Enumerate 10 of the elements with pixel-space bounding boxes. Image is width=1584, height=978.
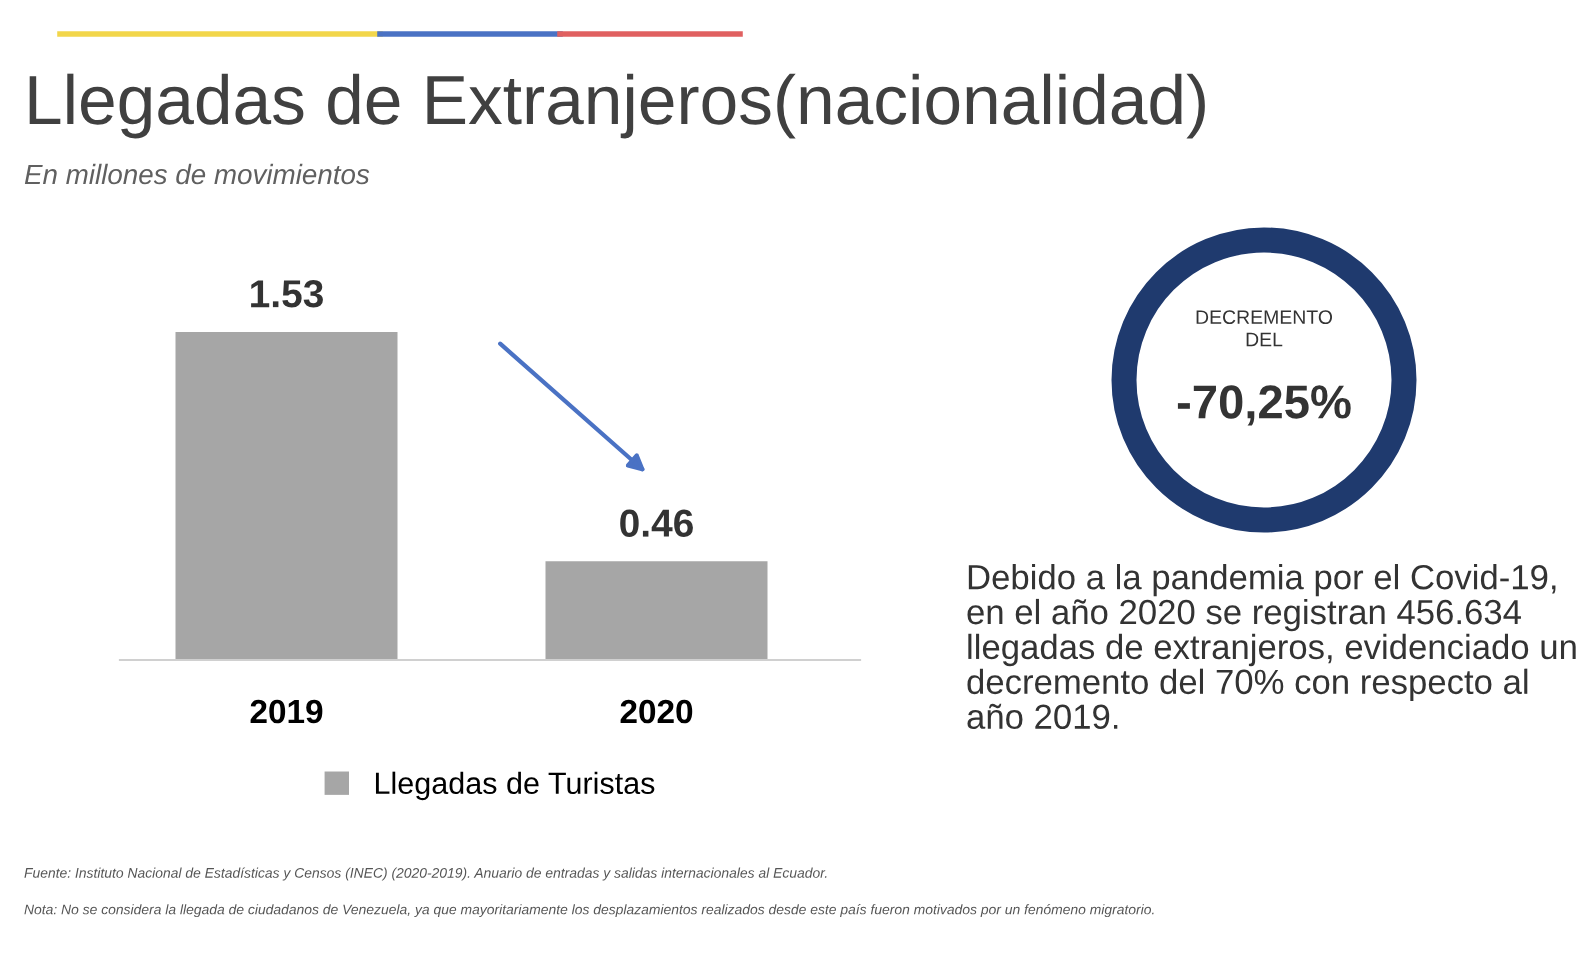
x-tick-label: 2020 [620, 699, 693, 724]
data-label: 1.53 [251, 279, 323, 308]
chart-subtitle: En millones de movimientos [24, 163, 370, 185]
data-label: 0.46 [620, 509, 693, 537]
text: -70,25% [1177, 385, 1351, 426]
chart-title: Llegadas de Extranjeros(nacionalidad) [29, 73, 1205, 139]
legend-label: Llegadas de Turistas [375, 771, 655, 801]
x-tick-label: 2019 [250, 699, 323, 724]
text: DECREMENTO DEL [1196, 310, 1333, 347]
text: Debido a la pandemia por el Covid-19, en el año 2020 se registran 456.634 llegadas de extranjeros, evidenciado un decremento del 70% con respecto al año 2019. [967, 564, 1576, 730]
